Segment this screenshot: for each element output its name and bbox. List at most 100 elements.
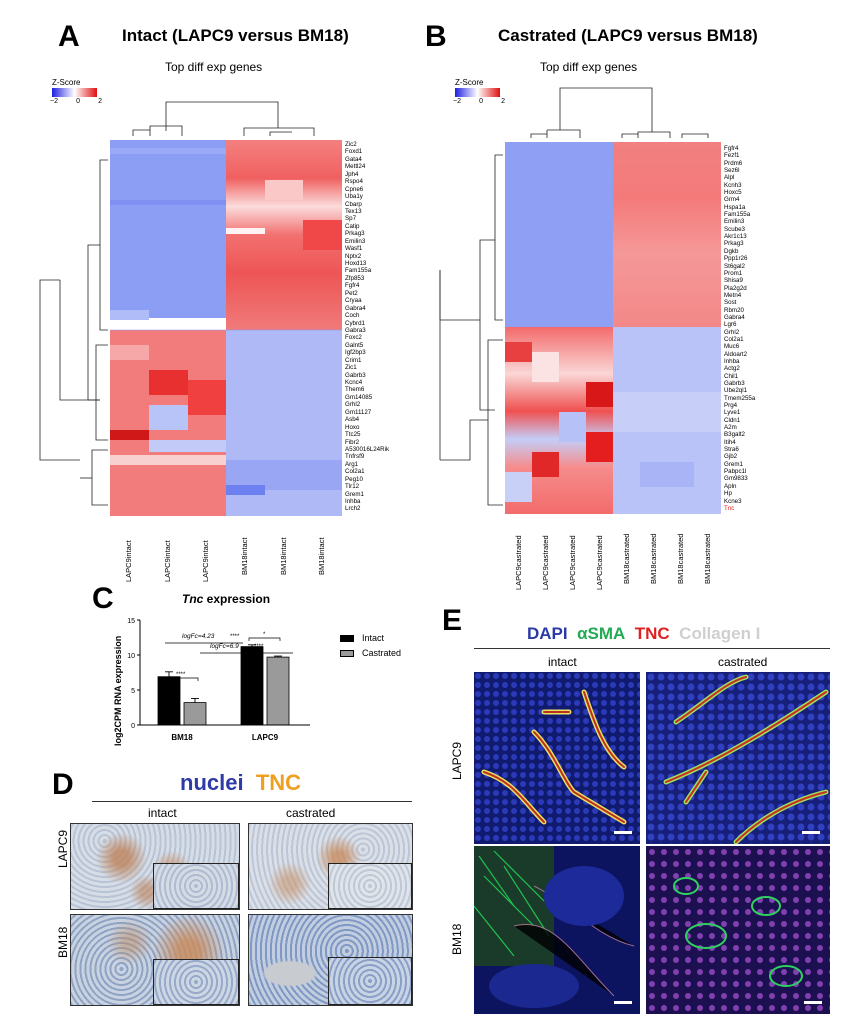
gene-label: Wasf1 [345, 245, 363, 253]
gene-label: Alpl [724, 174, 735, 182]
column-label: BM18intact [317, 537, 326, 575]
gene-label: Ube2ql1 [724, 387, 748, 395]
error-bar [191, 697, 199, 703]
annotation-logfc1: logFc=4.23 [182, 633, 215, 640]
panel-e-col-castrated: castrated [718, 655, 768, 669]
gene-label: Mettl24 [345, 163, 366, 171]
gene-label: Prkag3 [724, 240, 744, 248]
gene-label: Kcnh3 [724, 181, 742, 189]
panel-d-divider [92, 801, 412, 802]
gene-label: Prom1 [724, 269, 743, 277]
gene-label: Gabra4 [724, 313, 745, 321]
y-tick-label: 10 [127, 653, 135, 660]
legend-castrated: Castrated [340, 648, 401, 658]
column-label: BM18castrated [649, 533, 658, 584]
gene-label: Col2a1 [345, 468, 365, 476]
panel-e-col-intact: intact [548, 655, 577, 669]
panel-d-stains: nuclei TNC [180, 770, 301, 796]
gene-label-highlight: Tnc [724, 504, 735, 512]
zscore-tick: −2 [453, 98, 461, 105]
gene-label: Peg10 [345, 475, 363, 483]
gene-label: Cldn1 [724, 416, 741, 424]
scale-bar [804, 1001, 822, 1004]
heatmap-a [110, 140, 342, 516]
error-bar [248, 644, 256, 647]
gene-label: Apln [724, 482, 737, 490]
heatmap-b [505, 142, 721, 514]
gene-label: Gjb2 [724, 453, 738, 461]
gene-label: Gabra4 [345, 304, 366, 312]
gene-label: Catip [345, 222, 360, 230]
gene-label: Gm11127 [345, 408, 372, 416]
ihc-lapc9-castrated [248, 823, 413, 910]
panel-b-title: Castrated (LAPC9 versus BM18) [498, 26, 758, 45]
gene-label: Hoxc5 [724, 189, 742, 197]
zscore-tick: 2 [98, 98, 102, 105]
bar-intact-bm18 [157, 676, 181, 726]
gene-label: Metn4 [724, 291, 742, 299]
gene-label: Akr1c13 [724, 233, 747, 241]
bar-castrated-lapc9 [266, 656, 290, 726]
panel-e-stains: DAPI αSMA TNC Collagen I [527, 624, 760, 644]
gene-label: Fgfr4 [724, 145, 739, 152]
gene-label: Shisa9 [724, 277, 743, 285]
gene-label: Actg2 [724, 365, 740, 373]
gene-label: Inhba [724, 357, 740, 365]
gene-label: Dgkb [724, 247, 739, 255]
gene-label: Galnt5 [345, 341, 364, 349]
stain-collagen: Collagen I [679, 624, 761, 643]
gene-label: Tmem255a [724, 394, 756, 402]
stain-dapi: DAPI [527, 624, 568, 643]
panel-a-title: Intact (LAPC9 versus BM18) [122, 26, 349, 45]
gene-label: Itih4 [724, 438, 736, 446]
panel-c-letter: C [92, 582, 114, 615]
gene-label: Gm14085 [345, 393, 373, 401]
gene-label: Foxc2 [345, 334, 362, 342]
scale-bar [614, 1001, 632, 1004]
gene-label: Zic2 [345, 141, 357, 148]
if-lapc9-intact [474, 672, 640, 844]
gene-label: Hoxd13 [345, 260, 367, 267]
gene-label: Coch [345, 312, 360, 320]
gene-label: Cbarp [345, 200, 362, 208]
gene-label: Rspo4 [345, 178, 363, 186]
panel-d-col-intact: intact [148, 806, 177, 820]
panel-a-subtitle: Top diff exp genes [165, 60, 263, 74]
gene-label: Prdm6 [724, 159, 743, 167]
panel-a-zscore-bar [52, 88, 97, 97]
gene-label: Lrch2 [345, 505, 361, 513]
gene-label: Col2a1 [724, 335, 744, 343]
panel-d-row-lapc9: LAPC9 [56, 829, 70, 868]
gene-label: Fam155a [345, 267, 372, 275]
gene-label: Emilin3 [345, 237, 366, 245]
column-label: BM18castrated [703, 533, 712, 584]
gene-label: Ttc25 [345, 431, 361, 439]
x-category-label: BM18 [171, 733, 193, 742]
panel-a-zscore-label: Z-Score [52, 78, 81, 87]
if-lapc9-castrated [646, 672, 830, 844]
gene-label: B3galt2 [724, 431, 745, 439]
gene-label: Scube3 [724, 225, 745, 233]
ihc-bm18-castrated [248, 914, 413, 1006]
gene-label: Gabrb3 [724, 380, 745, 387]
if-bm18-castrated [646, 846, 830, 1014]
gene-label: Prg4 [724, 402, 738, 410]
panel-c-title: Tnc expression [182, 592, 271, 606]
column-label: BM18intact [240, 537, 249, 575]
gene-label: Grhl2 [345, 401, 361, 409]
y-tick-label: 5 [131, 688, 135, 695]
gene-label: Jph4 [345, 170, 359, 178]
column-label: LAPC9intact [124, 540, 133, 582]
legend-swatch-castrated [340, 649, 354, 657]
bracket-bm18 [164, 677, 199, 681]
gene-label: Gm9833 [724, 475, 748, 483]
legend-swatch-intact [340, 634, 354, 642]
zscore-tick: 2 [501, 98, 505, 105]
annotation-sig-bm18: **** [176, 672, 186, 678]
if-bm18-intact [474, 846, 640, 1014]
gene-label: Tnfrsf9 [345, 453, 365, 461]
gene-list-a: Zic2 Foxd1 Gata4 Mettl24 Jph4 Rspo4 Cpne… [345, 141, 425, 514]
gene-label: Pet2 [345, 289, 358, 297]
zscore-tick: 0 [76, 98, 80, 105]
